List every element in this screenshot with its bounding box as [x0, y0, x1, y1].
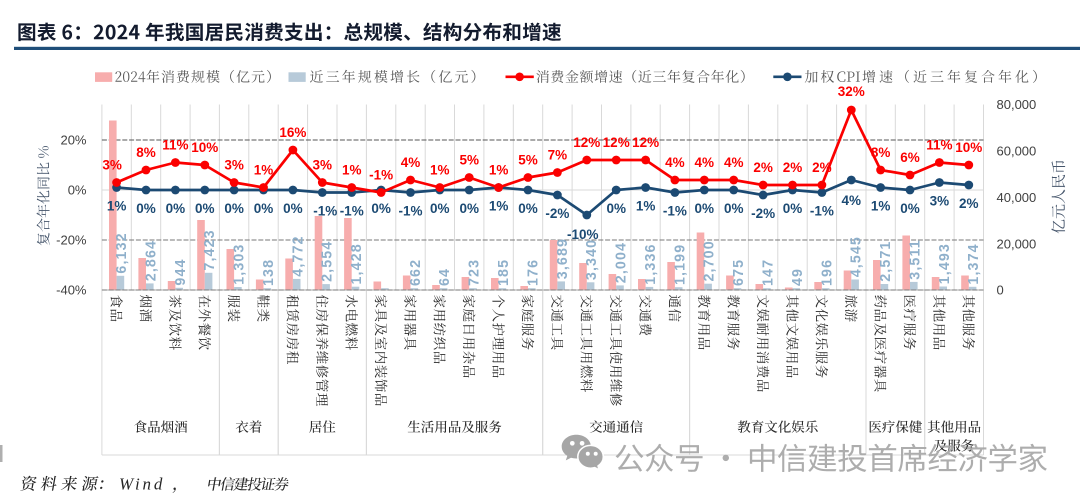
svg-text:1,374: 1,374: [966, 243, 982, 284]
svg-text:4,545: 4,545: [849, 236, 865, 277]
svg-text:6%: 6%: [900, 150, 920, 165]
svg-text:0: 0: [997, 283, 1004, 298]
svg-text:176: 176: [525, 259, 541, 286]
svg-text:1,336: 1,336: [643, 243, 659, 284]
svg-text:0%: 0%: [371, 201, 391, 216]
svg-text:3,511: 3,511: [907, 239, 923, 280]
svg-text:11%: 11%: [926, 137, 952, 152]
svg-text:12%: 12%: [573, 135, 600, 150]
svg-text:1%: 1%: [489, 162, 509, 177]
svg-text:20,000: 20,000: [997, 236, 1037, 251]
svg-text:-1%: -1%: [369, 167, 393, 182]
svg-text:0%: 0%: [224, 201, 244, 216]
svg-text:4%: 4%: [665, 155, 685, 170]
svg-text:3%: 3%: [930, 194, 950, 209]
svg-text:3,689: 3,689: [555, 238, 571, 279]
svg-text:6,132: 6,132: [114, 232, 130, 273]
svg-text:-2%: -2%: [545, 206, 569, 221]
svg-text:-1%: -1%: [810, 204, 834, 219]
svg-text:4%: 4%: [842, 193, 862, 208]
svg-text:8%: 8%: [871, 145, 891, 160]
svg-text:4%: 4%: [695, 155, 715, 170]
svg-text:5%: 5%: [459, 152, 479, 167]
svg-text:0%: 0%: [136, 201, 156, 216]
svg-text:-1%: -1%: [340, 204, 364, 219]
svg-text:49: 49: [790, 268, 806, 286]
svg-text:1,493: 1,493: [937, 243, 953, 284]
svg-text:2%: 2%: [959, 196, 979, 211]
svg-text:20%: 20%: [60, 133, 86, 148]
svg-text:2,004: 2,004: [614, 242, 630, 283]
svg-text:12%: 12%: [632, 135, 659, 150]
svg-text:0%: 0%: [459, 201, 479, 216]
svg-text:2,571: 2,571: [878, 241, 894, 282]
svg-text:1%: 1%: [430, 162, 450, 177]
svg-text:1,428: 1,428: [349, 243, 365, 284]
svg-text:1%: 1%: [254, 162, 274, 177]
svg-text:8%: 8%: [136, 145, 156, 160]
svg-text:0%: 0%: [254, 201, 274, 216]
svg-text:-20%: -20%: [56, 233, 87, 248]
svg-text:-2%: -2%: [751, 206, 775, 221]
svg-text:662: 662: [408, 259, 424, 286]
svg-text:64: 64: [437, 268, 453, 286]
svg-text:0%: 0%: [68, 183, 87, 198]
svg-text:10%: 10%: [191, 140, 218, 155]
svg-text:0%: 0%: [283, 201, 303, 216]
svg-text:4,772: 4,772: [290, 235, 306, 276]
svg-text:1%: 1%: [489, 199, 509, 214]
svg-text:944: 944: [173, 258, 189, 285]
svg-text:1%: 1%: [636, 199, 656, 214]
svg-text:7%: 7%: [548, 147, 568, 162]
svg-text:0%: 0%: [900, 201, 920, 216]
svg-text:32%: 32%: [838, 84, 865, 99]
svg-text:2%: 2%: [812, 160, 832, 175]
svg-text:1%: 1%: [871, 199, 891, 214]
svg-text:1,199: 1,199: [672, 244, 688, 285]
svg-text:1%: 1%: [107, 199, 127, 214]
svg-text:0%: 0%: [695, 201, 715, 216]
svg-text:3,340: 3,340: [584, 239, 600, 280]
svg-text:4%: 4%: [401, 155, 421, 170]
svg-text:-10%: -10%: [567, 227, 599, 242]
svg-text:-1%: -1%: [313, 204, 337, 219]
svg-text:196: 196: [819, 259, 835, 286]
svg-text:0%: 0%: [606, 201, 626, 216]
svg-text:147: 147: [761, 259, 777, 286]
svg-text:10%: 10%: [955, 140, 982, 155]
svg-text:3%: 3%: [224, 157, 244, 172]
svg-text:1%: 1%: [342, 162, 362, 177]
svg-text:7,423: 7,423: [202, 229, 218, 270]
svg-text:0%: 0%: [518, 201, 538, 216]
svg-text:80,000: 80,000: [997, 97, 1037, 112]
svg-text:675: 675: [731, 259, 747, 286]
svg-text:0%: 0%: [724, 201, 744, 216]
svg-text:0%: 0%: [783, 201, 803, 216]
svg-text:2,700: 2,700: [702, 240, 718, 281]
svg-text:185: 185: [496, 259, 512, 286]
svg-text:11%: 11%: [162, 137, 188, 152]
svg-text:138: 138: [261, 259, 277, 286]
svg-text:-40%: -40%: [56, 283, 87, 298]
svg-text:3%: 3%: [313, 157, 333, 172]
svg-text:Wind: Wind: [119, 475, 165, 494]
svg-text:0%: 0%: [195, 201, 215, 216]
svg-text:16%: 16%: [279, 125, 306, 140]
svg-text:2,554: 2,554: [320, 241, 336, 282]
svg-text:40,000: 40,000: [997, 190, 1037, 205]
svg-text:1,303: 1,303: [232, 244, 248, 285]
svg-text:5%: 5%: [518, 152, 538, 167]
svg-text:-1%: -1%: [398, 204, 422, 219]
svg-text:0%: 0%: [166, 201, 186, 216]
svg-text:12%: 12%: [603, 135, 630, 150]
svg-text:0%: 0%: [430, 201, 450, 216]
svg-text:2%: 2%: [753, 160, 773, 175]
svg-text:3%: 3%: [102, 157, 122, 172]
svg-text:-1%: -1%: [663, 204, 687, 219]
svg-text:2,864: 2,864: [143, 240, 159, 281]
svg-text:723: 723: [467, 259, 483, 286]
svg-text:60,000: 60,000: [997, 144, 1037, 159]
svg-text:2%: 2%: [783, 160, 803, 175]
svg-text:4%: 4%: [724, 155, 744, 170]
